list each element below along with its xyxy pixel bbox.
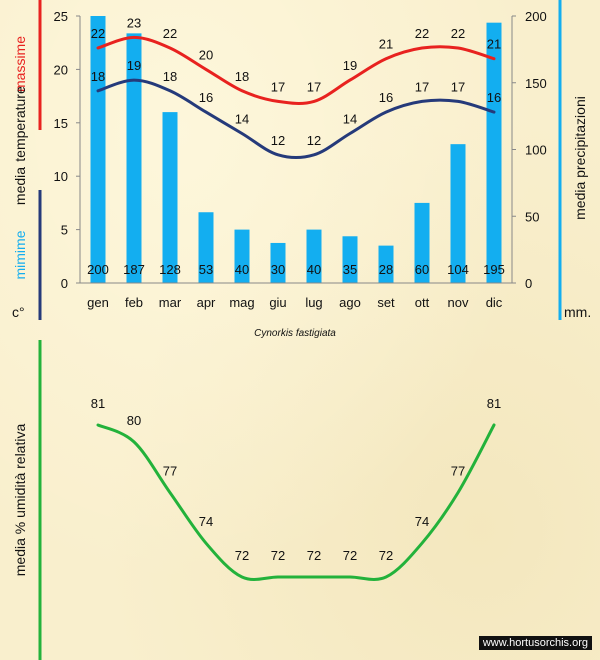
left-tick-label: 20 <box>54 62 68 77</box>
x-tick-label: gen <box>87 295 109 310</box>
right-tick-label: 0 <box>525 276 532 291</box>
x-tick-label: lug <box>305 295 322 310</box>
min-temperature-label: 16 <box>487 90 501 105</box>
precipitation-label: 28 <box>379 262 393 277</box>
left-tick-label: 15 <box>54 116 68 131</box>
precipitation-label: 53 <box>199 262 213 277</box>
precipitation-bar <box>126 33 142 284</box>
min-temperature-label: 17 <box>451 79 465 94</box>
x-tick-label: apr <box>197 295 216 310</box>
max-temperature-label: 18 <box>235 69 249 84</box>
max-temperature-label: 21 <box>487 37 501 52</box>
precipitation-label: 195 <box>483 262 505 277</box>
max-temperature-label: 17 <box>307 79 321 94</box>
precipitation-label: 30 <box>271 262 285 277</box>
right-tick-label: 50 <box>525 209 539 224</box>
min-temperature-label: 16 <box>379 90 393 105</box>
precipitation-label: 40 <box>235 262 249 277</box>
max-legend-label: massime <box>12 36 28 92</box>
x-tick-label: mag <box>229 295 254 310</box>
x-tick-label: ago <box>339 295 361 310</box>
max-temperature-label: 22 <box>163 26 177 41</box>
right-tick-label: 100 <box>525 143 547 158</box>
precipitation-bar <box>270 242 286 283</box>
precipitation-label: 187 <box>123 262 145 277</box>
min-temperature-label: 18 <box>163 69 177 84</box>
x-tick-label: ott <box>415 295 430 310</box>
precipitation-bar <box>450 144 466 283</box>
precipitation-label: 60 <box>415 262 429 277</box>
precipitation-label: 128 <box>159 262 181 277</box>
precipitation-bar <box>162 112 178 284</box>
min-temperature-label: 18 <box>91 69 105 84</box>
left-tick-label: 5 <box>61 223 68 238</box>
min-temperature-label: 17 <box>415 79 429 94</box>
temperature-axis-title-1: media <box>12 167 28 205</box>
right-tick-label: 150 <box>525 76 547 91</box>
min-temperature-label: 12 <box>271 133 285 148</box>
x-tick-label: mar <box>159 295 182 310</box>
precipitation-label: 104 <box>447 262 469 277</box>
x-tick-label: set <box>377 295 395 310</box>
max-temperature-label: 19 <box>343 58 357 73</box>
precipitation-bar <box>378 245 394 283</box>
temperature-axis-title-2: temperature <box>12 86 28 162</box>
min-temperature-line <box>96 78 496 159</box>
precipitation-bar <box>342 236 358 283</box>
chart-title: Cynorkis fastigiata <box>254 328 336 339</box>
x-tick-label: feb <box>125 295 143 310</box>
humidity-label: 72 <box>307 548 321 563</box>
x-tick-label: nov <box>448 295 469 310</box>
min-legend-label: mimime <box>12 230 28 279</box>
humidity-label: 74 <box>415 514 429 529</box>
left-tick-label: 25 <box>54 9 68 24</box>
max-temperature-label: 21 <box>379 37 393 52</box>
min-temperature-label: 12 <box>307 133 321 148</box>
precipitation-axis-title: media precipitazioni <box>572 96 588 220</box>
humidity-label: 77 <box>163 464 177 479</box>
humidity-line <box>96 423 496 581</box>
max-temperature-label: 22 <box>451 26 465 41</box>
left-tick-label: 0 <box>61 276 68 291</box>
precipitation-bar <box>486 22 502 284</box>
min-temperature-label: 14 <box>343 111 357 126</box>
humidity-label: 72 <box>271 548 285 563</box>
min-temperature-label: 16 <box>199 90 213 105</box>
max-temperature-line <box>96 35 496 105</box>
humidity-label: 81 <box>487 396 501 411</box>
precipitation-label: 200 <box>87 262 109 277</box>
credit-label: www.hortusorchis.org <box>478 636 592 650</box>
humidity-label: 77 <box>451 464 465 479</box>
right-tick-label: 200 <box>525 9 547 24</box>
temperature-precipitation-chart: 200 187 128 53 40 30 40 35 28 60 104 19522232220181… <box>12 0 591 339</box>
x-tick-label: dic <box>486 295 503 310</box>
humidity-label: 80 <box>127 413 141 428</box>
precipitation-label: 35 <box>343 262 357 277</box>
min-temperature-label: 14 <box>235 111 249 126</box>
humidity-label: 72 <box>235 548 249 563</box>
humidity-label: 72 <box>343 548 357 563</box>
precipitation-bar <box>306 229 322 283</box>
max-temperature-label: 23 <box>127 15 141 30</box>
temperature-unit-label: c° <box>12 304 25 320</box>
precipitation-bar <box>90 16 106 283</box>
humidity-label: 74 <box>199 514 213 529</box>
precipitation-label: 40 <box>307 262 321 277</box>
precipitation-bar <box>414 202 430 283</box>
precipitation-unit-label: mm. <box>564 304 591 320</box>
x-tick-label: giu <box>269 295 286 310</box>
left-tick-label: 10 <box>54 169 68 184</box>
max-temperature-label: 17 <box>271 79 285 94</box>
precipitation-bar <box>234 229 250 283</box>
max-temperature-label: 22 <box>91 26 105 41</box>
max-temperature-label: 22 <box>415 26 429 41</box>
humidity-label: 72 <box>379 548 393 563</box>
precipitation-bar <box>198 212 214 283</box>
humidity-label: 81 <box>91 396 105 411</box>
min-temperature-label: 19 <box>127 58 141 73</box>
max-temperature-label: 20 <box>199 47 213 62</box>
humidity-axis-title: media % umidità relativa <box>12 424 28 577</box>
